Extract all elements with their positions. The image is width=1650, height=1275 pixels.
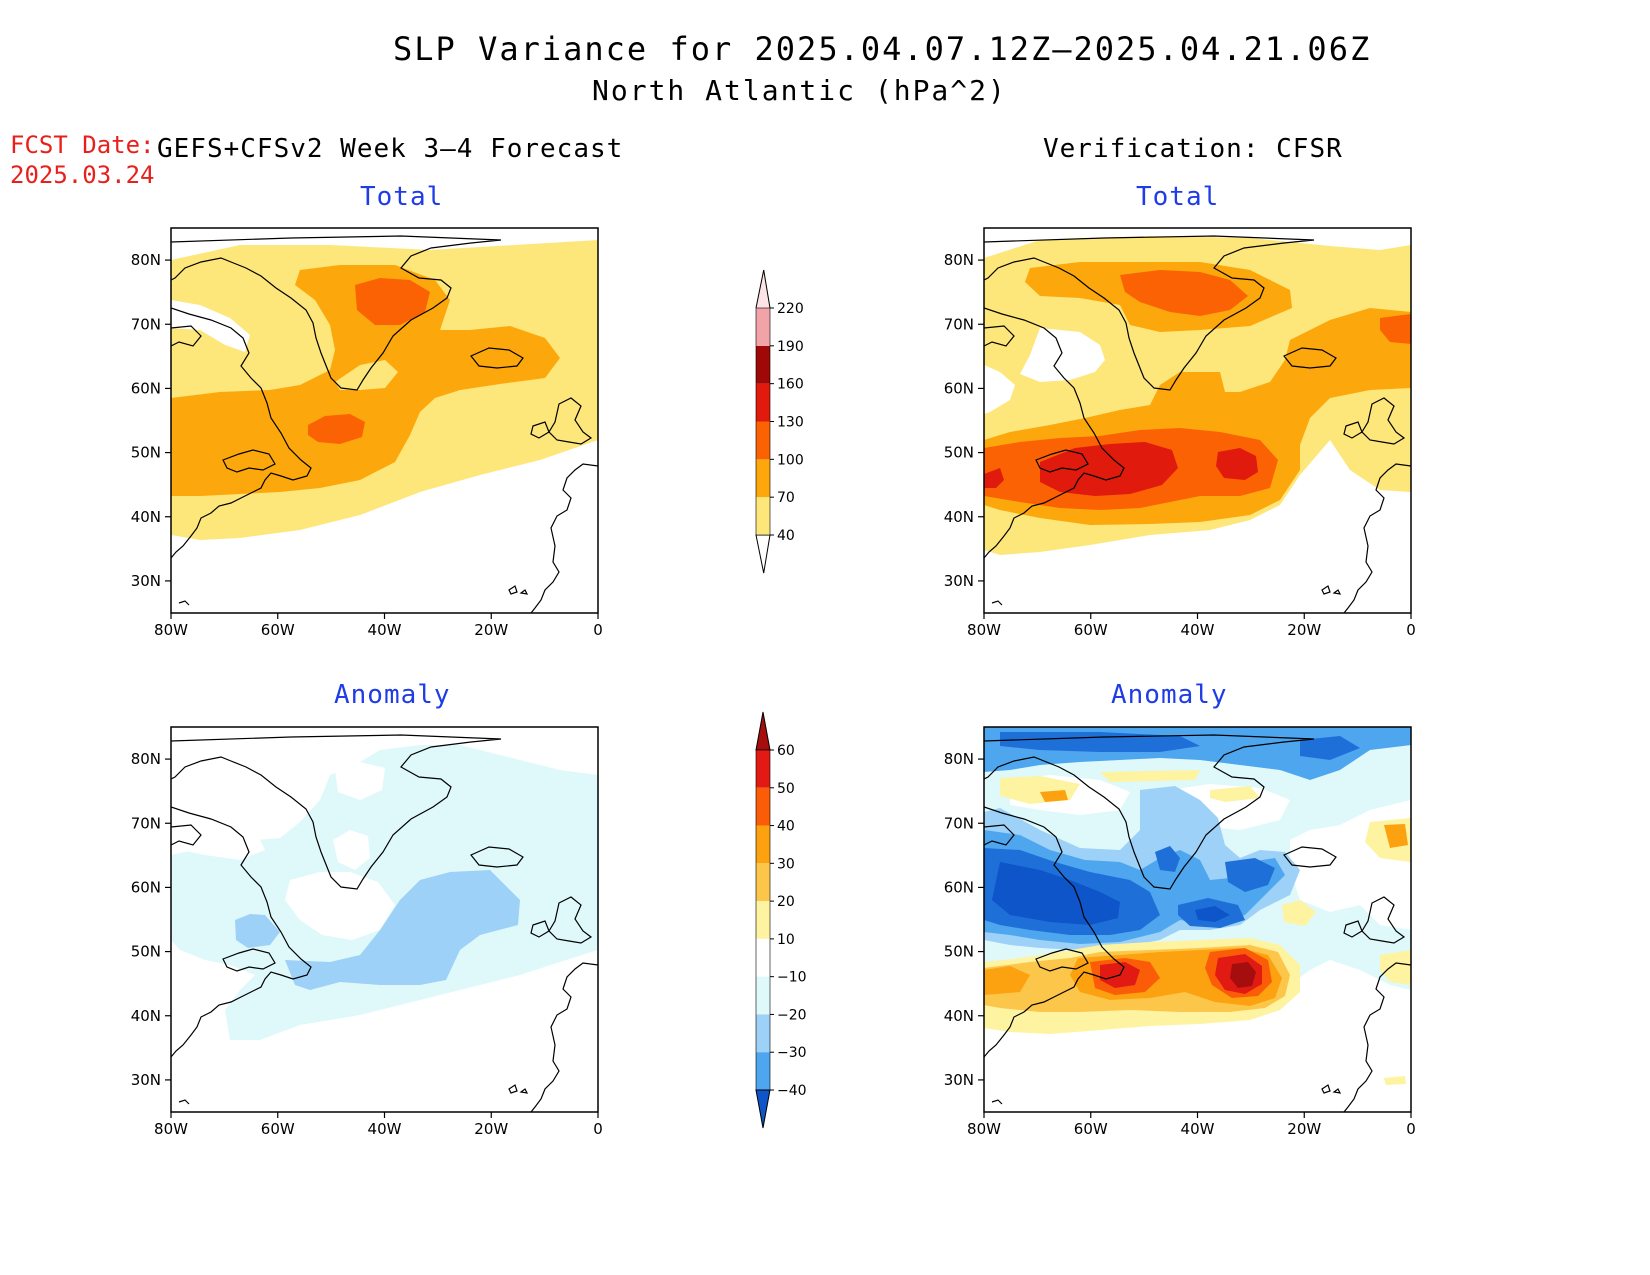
lon-tick-label: 80W: [967, 1120, 1001, 1138]
lat-tick-label: 80N: [944, 750, 974, 768]
colorbar-label: 100: [777, 452, 804, 468]
colorbar-cell: [756, 787, 770, 826]
colorbar-label: −40: [777, 1083, 807, 1099]
colorbar-upper-end: [755, 711, 771, 751]
axes-layer: 80W 60W 40W 20W 0 80N 70N 60N 50N 40N 30N 80W 60W 40W…: [131, 251, 1416, 1138]
colorbar-label: 40: [777, 528, 795, 544]
colorbar-cell: [756, 1052, 770, 1090]
lat-tick-label: 50N: [944, 943, 974, 961]
lat-tick-label: 30N: [131, 1071, 161, 1089]
colorbar-cell: [756, 1014, 770, 1053]
lat-tick-label: 30N: [944, 1071, 974, 1089]
colorbar-label: 130: [777, 415, 804, 431]
anomaly-colorbar: 60 50 40 30 20 10 −10 −20 −30 −40: [755, 711, 807, 1129]
total-colorbar: 40 70 100 130 160 190 220: [755, 269, 804, 574]
lon-tick-label: 0: [1406, 1120, 1416, 1138]
colorbar-label: 20: [777, 894, 795, 910]
forecast-total-title: Total: [360, 182, 444, 212]
lat-tick-label: 60N: [131, 379, 161, 397]
forecast-total-map: [171, 228, 598, 613]
verification-total-map: [984, 228, 1411, 613]
colorbar-lower-end: [755, 1089, 771, 1129]
forecast-column-title: GEFS+CFSv2 Week 3—4 Forecast: [157, 134, 624, 164]
fcst-date-label: FCST Date:: [10, 131, 155, 159]
forecast-anomaly-map: [171, 727, 598, 1112]
colorbar-label: 190: [777, 339, 804, 355]
lon-tick-label: 20W: [474, 1120, 508, 1138]
lat-tick-label: 70N: [944, 814, 974, 832]
colorbar-label: 160: [777, 377, 804, 393]
lat-tick-label: 70N: [131, 814, 161, 832]
verification-total-title: Total: [1136, 182, 1220, 212]
colorbar-cell: [756, 863, 770, 902]
lon-tick-label: 20W: [1287, 1120, 1321, 1138]
colorbar-label: 50: [777, 781, 795, 797]
chart-title-line2: North Atlantic (hPa^2): [592, 74, 1007, 107]
lon-tick-label: 80W: [154, 621, 188, 639]
lat-tick-label: 50N: [131, 943, 161, 961]
lat-tick-label: 70N: [944, 315, 974, 333]
lat-tick-label: 50N: [944, 444, 974, 462]
verification-column-title: Verification: CFSR: [1043, 134, 1343, 164]
colorbar-cell: [756, 308, 770, 346]
lon-tick-label: 80W: [154, 1120, 188, 1138]
verification-anomaly-map: [984, 727, 1411, 1112]
lon-tick-label: 40W: [368, 621, 402, 639]
colorbar-label: −10: [777, 970, 807, 986]
colorbar-cell: [756, 825, 770, 864]
lon-tick-label: 0: [593, 621, 603, 639]
lat-tick-label: 50N: [131, 444, 161, 462]
forecast-anomaly-title: Anomaly: [334, 680, 451, 710]
lon-tick-label: 60W: [261, 1120, 295, 1138]
lat-tick-label: 80N: [944, 251, 974, 269]
lat-tick-label: 40N: [131, 508, 161, 526]
colorbar-cell: [756, 901, 770, 939]
lat-tick-label: 60N: [944, 379, 974, 397]
lon-tick-label: 0: [1406, 621, 1416, 639]
lon-tick-label: 40W: [1181, 621, 1215, 639]
lon-tick-label: 60W: [261, 621, 295, 639]
lat-tick-label: 80N: [131, 750, 161, 768]
colorbar-cell: [756, 421, 770, 460]
colorbar-label: −20: [777, 1007, 807, 1023]
lat-tick-label: 60N: [944, 878, 974, 896]
lon-tick-label: 20W: [474, 621, 508, 639]
verification-anomaly-title: Anomaly: [1111, 680, 1228, 710]
colorbar-cell: [756, 459, 770, 498]
lat-tick-label: 80N: [131, 251, 161, 269]
lon-tick-label: 60W: [1074, 621, 1108, 639]
colorbar-label: 220: [777, 301, 804, 317]
lat-tick-label: 40N: [131, 1007, 161, 1025]
lat-tick-label: 30N: [131, 572, 161, 590]
colorbar-label: 40: [777, 819, 795, 835]
colorbar-label: 30: [777, 856, 795, 872]
fcst-date-value: 2025.03.24: [10, 161, 155, 189]
lon-tick-label: 40W: [1181, 1120, 1215, 1138]
lon-tick-label: 60W: [1074, 1120, 1108, 1138]
colorbar-label: −30: [777, 1045, 807, 1061]
colorbar-label: 70: [777, 490, 795, 506]
lat-tick-label: 60N: [131, 878, 161, 896]
colorbar-cell: [756, 750, 770, 788]
colorbar-upper-end: [756, 270, 770, 308]
lon-tick-label: 20W: [1287, 621, 1321, 639]
colorbar-cell: [756, 345, 770, 384]
lat-tick-label: 40N: [944, 508, 974, 526]
lat-tick-label: 40N: [944, 1007, 974, 1025]
lon-tick-label: 0: [593, 1120, 603, 1138]
colorbar-cell: [756, 383, 770, 422]
colorbar-cell: [756, 938, 770, 977]
colorbar-lower-end: [755, 534, 771, 574]
lat-tick-label: 30N: [944, 572, 974, 590]
lat-tick-label: 70N: [131, 315, 161, 333]
chart-title-line1: SLP Variance for 2025.04.07.12Z—2025.04.…: [393, 30, 1372, 68]
colorbar-cell: [756, 497, 770, 535]
colorbar-label: 60: [777, 743, 795, 759]
colorbar-label: 10: [777, 932, 795, 948]
lon-tick-label: 80W: [967, 621, 1001, 639]
colorbar-cell: [756, 976, 770, 1015]
lon-tick-label: 40W: [368, 1120, 402, 1138]
